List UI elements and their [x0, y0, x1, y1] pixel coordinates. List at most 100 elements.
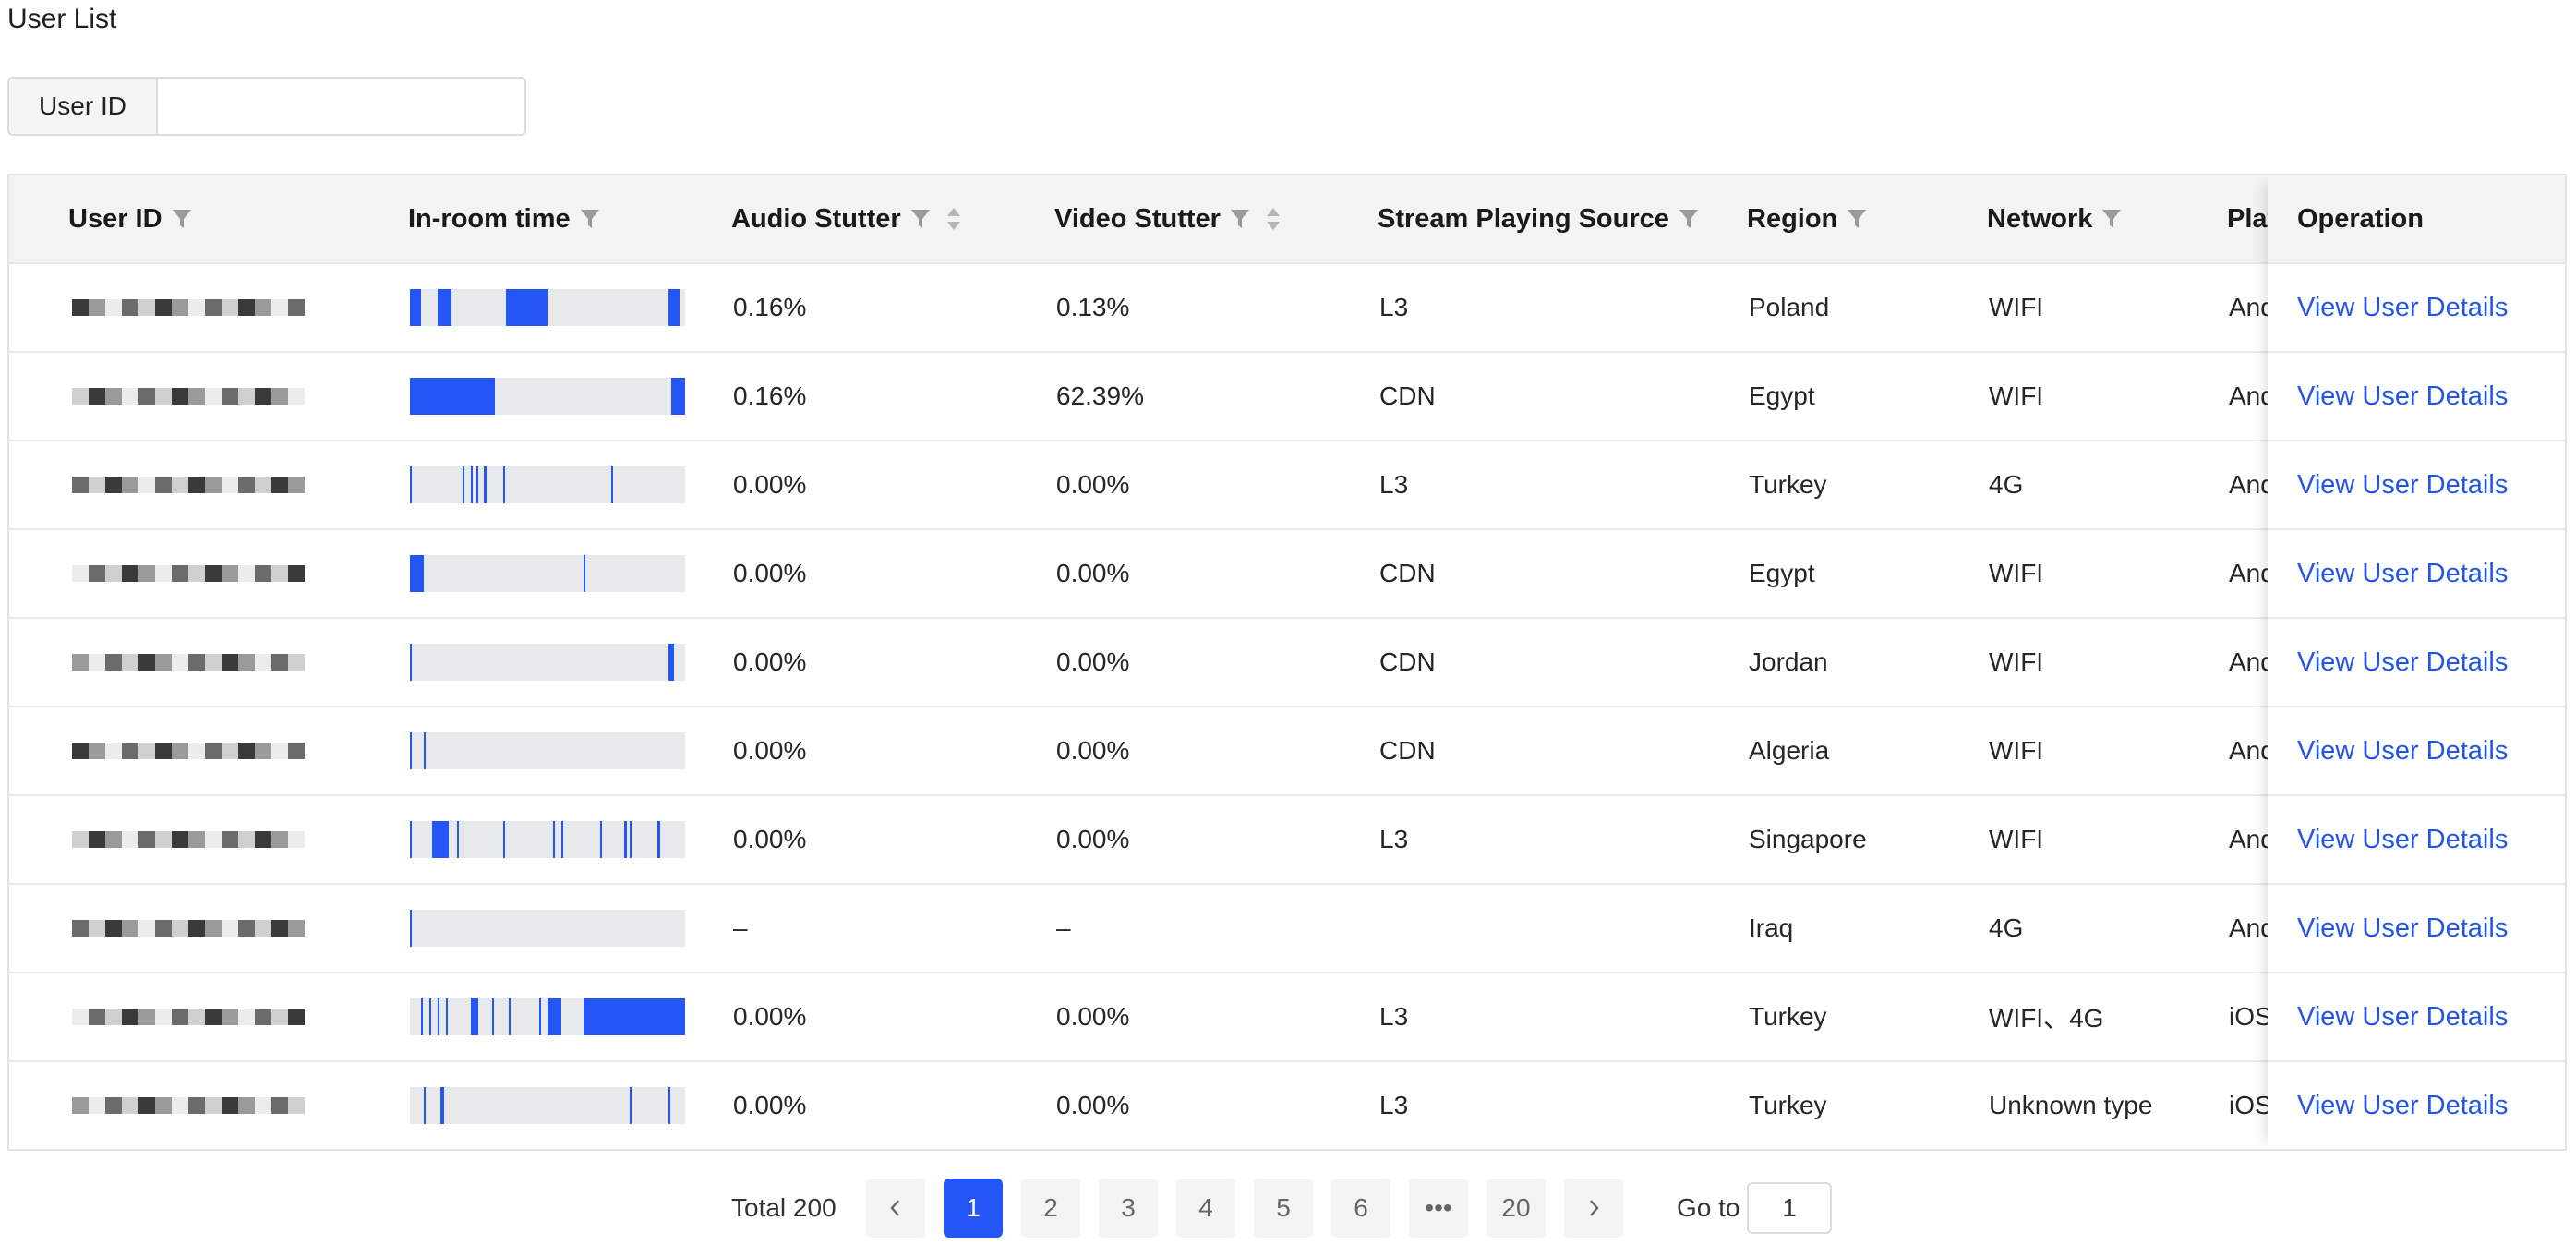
col-in-room-time: In-room time — [408, 175, 600, 262]
timeline-segment — [439, 1087, 445, 1124]
mask-pixel — [72, 743, 89, 759]
redacted-user-id — [72, 644, 312, 681]
video-stutter-cell: 0.00% — [1056, 736, 1130, 765]
view-user-details-link[interactable]: View User Details — [2297, 558, 2509, 588]
audio-stutter-cell: 0.00% — [733, 825, 807, 853]
mask-pixel — [205, 299, 222, 316]
view-user-details-link[interactable]: View User Details — [2297, 1001, 2509, 1032]
view-user-details-link[interactable]: View User Details — [2297, 735, 2509, 766]
region-cell: Egypt — [1749, 381, 1815, 410]
page-button[interactable]: 1 — [944, 1179, 1003, 1238]
audio-stutter-cell: 0.16% — [733, 293, 807, 321]
mask-pixel — [172, 920, 188, 937]
page-ellipsis-button[interactable]: ••• — [1409, 1179, 1468, 1238]
next-page-button[interactable] — [1564, 1179, 1623, 1238]
mask-pixel — [271, 477, 288, 493]
stream-source-cell: L3 — [1379, 293, 1409, 321]
mask-pixel — [155, 477, 172, 493]
filter-icon[interactable] — [1230, 208, 1250, 230]
prev-page-button[interactable] — [866, 1179, 925, 1238]
table-row: 0.16%0.13%L3PolandWIFIAndroid — [9, 264, 2565, 353]
timeline-segment — [668, 1087, 671, 1124]
timeline-segment — [420, 998, 423, 1035]
in-room-time-cell — [410, 619, 685, 706]
page-button[interactable]: 6 — [1331, 1179, 1390, 1238]
timeline-segment — [630, 821, 632, 858]
mask-pixel — [155, 654, 172, 671]
mask-pixel — [138, 654, 155, 671]
page-button[interactable]: 5 — [1254, 1179, 1313, 1238]
mask-pixel — [222, 299, 238, 316]
mask-pixel — [238, 477, 255, 493]
sort-icon[interactable] — [1265, 206, 1282, 232]
operation-cell: View User Details — [2268, 1062, 2565, 1149]
mask-pixel — [122, 388, 138, 405]
mask-pixel — [172, 1009, 188, 1025]
region-cell: Poland — [1749, 293, 1830, 321]
mask-pixel — [205, 477, 222, 493]
view-user-details-link[interactable]: View User Details — [2297, 292, 2509, 322]
mask-pixel — [255, 920, 271, 937]
mask-pixel — [238, 743, 255, 759]
timeline-segment — [423, 732, 426, 769]
timeline-segment — [410, 289, 421, 326]
timeline-segment — [431, 821, 449, 858]
video-stutter-cell: 0.00% — [1056, 559, 1130, 587]
network-cell: Unknown type — [1989, 1091, 2153, 1119]
view-user-details-link[interactable]: View User Details — [2297, 469, 2509, 500]
filter-icon[interactable] — [1847, 208, 1867, 230]
mask-pixel — [238, 1097, 255, 1114]
user-id-input[interactable] — [158, 79, 524, 134]
mask-pixel — [255, 299, 271, 316]
mask-pixel — [138, 299, 155, 316]
sort-icon[interactable] — [945, 206, 962, 232]
mask-pixel — [271, 1097, 288, 1114]
filter-icon[interactable] — [2101, 208, 2122, 230]
goto-page-input[interactable] — [1747, 1182, 1832, 1234]
mask-pixel — [288, 831, 305, 848]
mask-pixel — [72, 299, 89, 316]
timeline-segment — [560, 821, 563, 858]
in-room-timeline — [410, 378, 685, 415]
redacted-user-id — [72, 910, 312, 947]
view-user-details-link[interactable]: View User Details — [2297, 913, 2509, 943]
mask-pixel — [172, 299, 188, 316]
in-room-time-cell — [410, 796, 685, 883]
filter-icon[interactable] — [580, 208, 600, 230]
col-stream-source: Stream Playing Source — [1378, 175, 1699, 262]
filter-icon[interactable] — [172, 208, 192, 230]
operation-cell: View User Details — [2268, 353, 2565, 441]
page-button[interactable]: 4 — [1176, 1179, 1235, 1238]
network-cell: WIFI — [1989, 293, 2044, 321]
timeline-segment — [668, 289, 680, 326]
mask-pixel — [89, 654, 105, 671]
redacted-user-id — [72, 732, 312, 769]
timeline-segment — [410, 910, 413, 947]
platform-cell: iOS — [2229, 1091, 2272, 1119]
view-user-details-link[interactable]: View User Details — [2297, 824, 2509, 854]
view-user-details-link[interactable]: View User Details — [2297, 381, 2509, 411]
view-user-details-link[interactable]: View User Details — [2297, 1090, 2509, 1120]
user-id-cell — [72, 441, 312, 528]
col-user-id: User ID — [68, 175, 192, 262]
timeline-segment — [503, 821, 506, 858]
page-button[interactable]: 3 — [1099, 1179, 1158, 1238]
timeline-segment — [475, 466, 478, 503]
page-button[interactable]: 20 — [1487, 1179, 1546, 1238]
mask-pixel — [205, 743, 222, 759]
page-button[interactable]: 2 — [1021, 1179, 1080, 1238]
video-stutter-cell: 0.00% — [1056, 470, 1130, 499]
view-user-details-link[interactable]: View User Details — [2297, 647, 2509, 677]
video-stutter-cell: 0.00% — [1056, 647, 1130, 676]
filter-icon[interactable] — [1679, 208, 1699, 230]
in-room-time-cell — [410, 264, 685, 351]
in-room-timeline — [410, 289, 685, 326]
table-row: 0.00% 0.00% L3 Turkey WIFI、4G iOS — [9, 973, 2565, 1062]
filter-icon[interactable] — [910, 208, 931, 230]
stream-source-cell: L3 — [1379, 825, 1409, 853]
mask-pixel — [172, 1097, 188, 1114]
mask-pixel — [138, 831, 155, 848]
mask-pixel — [155, 388, 172, 405]
in-room-time-cell — [410, 353, 685, 440]
mask-pixel — [172, 654, 188, 671]
